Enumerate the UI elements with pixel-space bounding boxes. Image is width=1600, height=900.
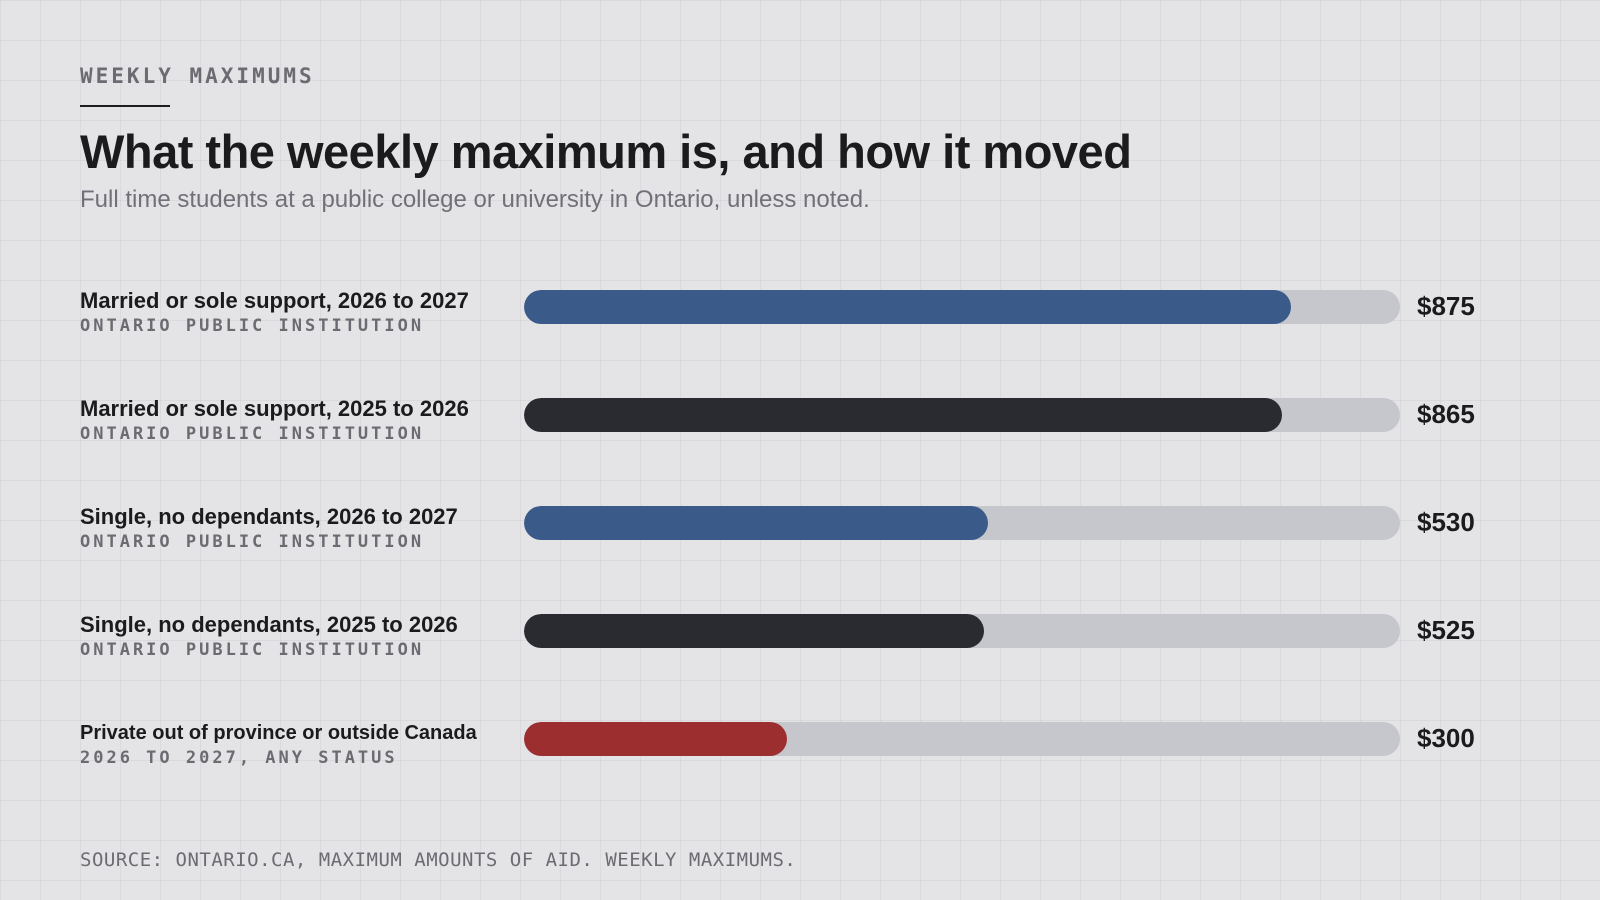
bar-track: [524, 722, 1400, 756]
bar-value-label: $525: [1417, 615, 1475, 645]
bar-row: Single, no dependants, 2026 to 2027 ONTA…: [0, 504, 1600, 584]
bar-sublabel: ONTARIO PUBLIC INSTITUTION: [80, 424, 425, 444]
page-title: What the weekly maximum is, and how it m…: [80, 125, 1132, 178]
bar-track: [524, 506, 1400, 540]
bar-value-label: $875: [1417, 291, 1475, 321]
page-subtitle: Full time students at a public college o…: [80, 186, 870, 213]
eyebrow-rule: [80, 105, 170, 107]
source-note: SOURCE: ONTARIO.CA, MAXIMUM AMOUNTS OF A…: [80, 849, 797, 871]
bar-label: Married or sole support, 2026 to 2027: [80, 288, 469, 313]
bar-fill: [524, 290, 1291, 324]
bar-value-label: $300: [1417, 723, 1475, 753]
bar-sublabel: ONTARIO PUBLIC INSTITUTION: [80, 532, 425, 552]
bar-row: Single, no dependants, 2025 to 2026 ONTA…: [0, 612, 1600, 692]
bar-sublabel: 2026 TO 2027, ANY STATUS: [80, 748, 398, 768]
bar-sublabel: ONTARIO PUBLIC INSTITUTION: [80, 316, 425, 336]
bar-row: Married or sole support, 2026 to 2027 ON…: [0, 288, 1600, 368]
bar-label: Single, no dependants, 2025 to 2026: [80, 612, 458, 637]
bar-label: Private out of province or outside Canad…: [80, 722, 477, 744]
eyebrow-label: WEEKLY MAXIMUMS: [80, 64, 315, 88]
bar-fill: [524, 398, 1282, 432]
bar-fill: [524, 506, 988, 540]
bar-label: Married or sole support, 2025 to 2026: [80, 396, 469, 421]
bar-row: Private out of province or outside Canad…: [0, 720, 1600, 800]
bar-label: Single, no dependants, 2026 to 2027: [80, 504, 458, 529]
bar-fill: [524, 614, 984, 648]
bar-value-label: $530: [1417, 507, 1475, 537]
bar-track: [524, 614, 1400, 648]
bar-fill: [524, 722, 787, 756]
bar-track: [524, 398, 1400, 432]
bar-sublabel: ONTARIO PUBLIC INSTITUTION: [80, 640, 425, 660]
bar-row: Married or sole support, 2025 to 2026 ON…: [0, 396, 1600, 476]
bar-value-label: $865: [1417, 399, 1475, 429]
bar-track: [524, 290, 1400, 324]
